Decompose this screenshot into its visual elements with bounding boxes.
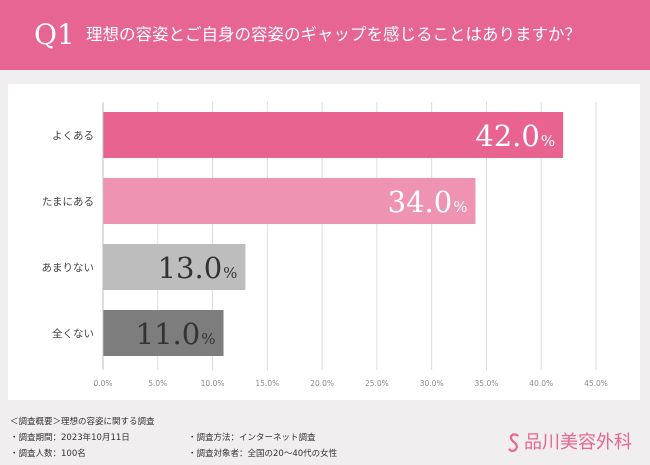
x-tick-label: 15.0% bbox=[255, 379, 279, 388]
data-label: 42.0% bbox=[475, 119, 555, 153]
question-title: 理想の容姿とご自身の容姿のギャップを感じることはありますか？ bbox=[86, 25, 581, 44]
header-banner: Q1 理想の容姿とご自身の容姿のギャップを感じることはありますか？ bbox=[0, 0, 650, 70]
data-label: 13.0% bbox=[158, 251, 238, 285]
bar bbox=[103, 244, 246, 290]
brand-name: 品川美容外科 bbox=[524, 432, 632, 453]
category-label: たまにある bbox=[42, 196, 94, 208]
x-tick-label: 45.0% bbox=[584, 379, 608, 388]
x-tick-label: 5.0% bbox=[148, 379, 167, 388]
survey-period: ・調査期間：2023年10月11日 bbox=[10, 433, 130, 443]
x-tick-label: 35.0% bbox=[475, 379, 499, 388]
question-number: Q1 bbox=[34, 18, 75, 51]
data-label: 11.0% bbox=[136, 317, 216, 351]
survey-summary: ＜調査概要＞理想の容姿に関する調査 bbox=[10, 417, 155, 427]
x-tick-label: 0.0% bbox=[93, 379, 112, 388]
bar-chart: 0.0% 5.0% 10.0% 15.0% 20.0% 25.0% 30.0% 35.0% 40… bbox=[42, 102, 608, 388]
x-tick-label: 25.0% bbox=[365, 379, 389, 388]
x-tick-label: 30.0% bbox=[420, 379, 444, 388]
category-label: 全くない bbox=[52, 327, 94, 340]
bar bbox=[103, 310, 224, 356]
x-tick-label: 40.0% bbox=[529, 379, 553, 388]
survey-footer: ＜調査概要＞理想の容姿に関する調査 ・調査期間：2023年10月11日 ・調査方… bbox=[0, 412, 650, 465]
bar bbox=[103, 178, 476, 224]
brand-logo: 品川美容外科 bbox=[508, 432, 632, 454]
x-tick-label: 10.0% bbox=[201, 379, 225, 388]
survey-count: ・調査人数：100名 bbox=[10, 449, 86, 459]
data-label: 34.0% bbox=[388, 185, 468, 219]
bar bbox=[103, 112, 564, 158]
category-label: よくある bbox=[52, 130, 94, 142]
category-label: あまりない bbox=[42, 262, 95, 274]
chart-panel: 0.0% 5.0% 10.0% 15.0% 20.0% 25.0% 30.0% 35.0% 40… bbox=[8, 84, 640, 400]
survey-target: ・調査対象者：全国の20〜40代の女性 bbox=[188, 449, 338, 459]
x-tick-label: 20.0% bbox=[310, 379, 334, 388]
survey-method: ・調査方法：インターネット調査 bbox=[188, 433, 316, 443]
brand-s-icon bbox=[508, 433, 519, 452]
